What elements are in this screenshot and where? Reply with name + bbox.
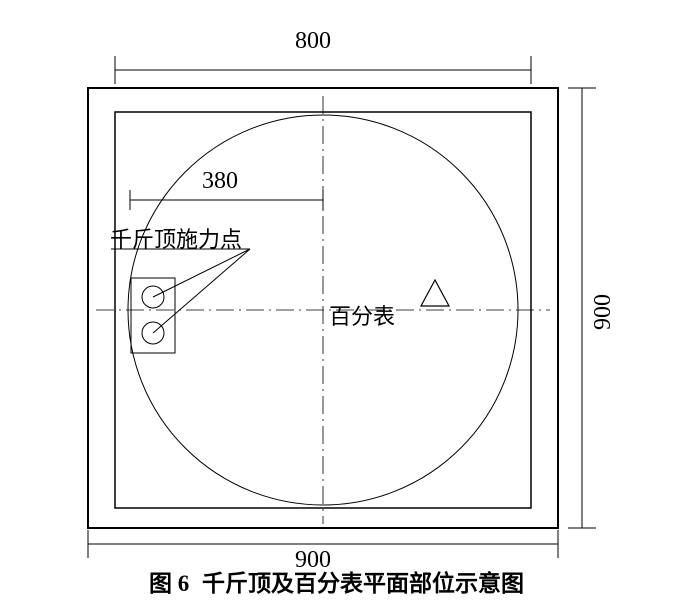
figure-caption-text: 千斤顶及百分表平面部位示意图	[202, 570, 524, 596]
engineering-diagram: 800 900 900 380 千斤顶施力点 百分表	[0, 0, 673, 560]
gauge-triangle-icon	[421, 280, 449, 306]
figure-caption: 图 6 千斤顶及百分表平面部位示意图	[0, 564, 673, 598]
jack-leader-to-top-circle	[153, 249, 250, 297]
figure-number: 图 6	[149, 571, 189, 596]
right-dim-value: 900	[590, 294, 617, 330]
gauge-label: 百分表	[329, 299, 395, 331]
diagram-svg	[0, 0, 673, 560]
jack-label: 千斤顶施力点	[110, 222, 242, 254]
top-dim-value: 800	[295, 28, 331, 55]
inner-dim-value: 380	[202, 168, 238, 195]
jack-leader-to-bottom-circle	[153, 249, 250, 333]
